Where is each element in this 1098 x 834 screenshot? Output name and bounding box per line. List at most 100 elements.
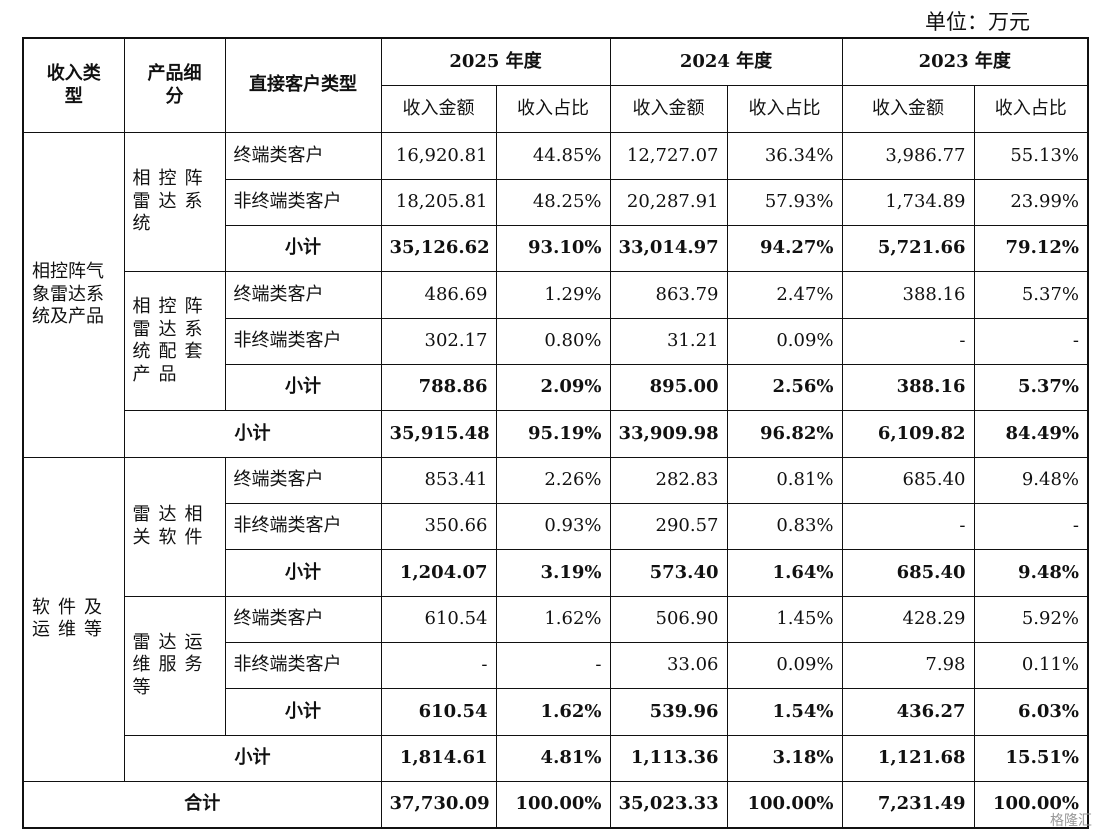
subtotal-row: 小计 1,204.07 3.19% 573.40 1.64% 685.40 9.… — [23, 549, 1089, 597]
value-cell: 1,113.36 — [609, 734, 728, 783]
value-cell: 12,727.07 — [609, 132, 728, 180]
subtotal-label: 小计 — [224, 363, 382, 412]
value-cell: 0.80% — [495, 317, 611, 365]
value-cell: 388.16 — [841, 271, 975, 319]
table-row: 软件及运维等 雷达相关软件 终端类客户 853.41 2.26% 282.83 … — [22, 456, 1089, 783]
value-cell: 95.19% — [495, 410, 611, 458]
customer-type-cell: 终端类客户 — [224, 271, 382, 319]
value-cell: 15.51% — [973, 734, 1089, 783]
customer-type-cell: 非终端类客户 — [224, 178, 382, 226]
value-cell: 33.06 — [609, 641, 728, 690]
value-cell: 2.09% — [495, 363, 611, 412]
product-segment-cell: 相控阵雷达系统 — [123, 132, 226, 273]
customer-type-cell: 非终端类客户 — [224, 317, 382, 365]
value-cell: 31.21 — [609, 317, 728, 365]
header-ratio: 收入占比 — [726, 84, 843, 134]
customer-type-cell: 终端类客户 — [224, 595, 382, 644]
table-row: 非终端类客户 18,205.81 48.25% 20,287.91 57.93%… — [23, 178, 1089, 226]
value-cell: 57.93% — [726, 178, 843, 226]
table-row: 相控阵雷达系统配套产品 终端类客户 486.69 1.29% 863.79 2.… — [23, 271, 1089, 412]
value-cell: - — [973, 502, 1089, 551]
table-row: 非终端类客户 350.66 0.93% 290.57 0.83% - - — [23, 502, 1089, 551]
value-cell: 685.40 — [841, 456, 975, 504]
value-cell: 3,986.77 — [841, 132, 975, 180]
header-customer-type: 直接客户类型 — [224, 37, 382, 134]
value-cell: 35,126.62 — [380, 224, 497, 273]
value-cell: 1.29% — [495, 271, 611, 319]
subtotal-label: 小计 — [224, 224, 382, 273]
value-cell: 436.27 — [841, 688, 975, 736]
value-cell: - — [495, 641, 611, 690]
header-year-2025: 2025 年度 — [380, 37, 611, 86]
revenue-type-cell: 软件及运维等 — [22, 456, 125, 783]
unit-label: 单位：万元 — [925, 10, 1030, 34]
value-cell: 79.12% — [973, 224, 1089, 273]
section-subtotal-label: 小计 — [123, 410, 382, 458]
header-ratio: 收入占比 — [973, 84, 1089, 134]
value-cell: 388.16 — [841, 363, 975, 412]
product-segment-cell: 雷达相关软件 — [123, 456, 226, 597]
value-cell: 2.56% — [726, 363, 843, 412]
value-cell: 1,204.07 — [380, 549, 497, 597]
product-segment-cell: 雷达运维服务等 — [123, 595, 226, 736]
value-cell: 3.18% — [726, 734, 843, 783]
value-cell: 0.81% — [726, 456, 843, 504]
value-cell: 2.26% — [495, 456, 611, 504]
value-cell: 610.54 — [380, 595, 497, 644]
customer-type-cell: 终端类客户 — [224, 132, 382, 180]
customer-type-cell: 非终端类客户 — [224, 502, 382, 551]
value-cell: 895.00 — [609, 363, 728, 412]
value-cell: 7,231.49 — [841, 781, 975, 829]
value-cell: - — [841, 317, 975, 365]
value-cell: 1,734.89 — [841, 178, 975, 226]
value-cell: 5,721.66 — [841, 224, 975, 273]
value-cell: 93.10% — [495, 224, 611, 273]
value-cell: 486.69 — [380, 271, 497, 319]
value-cell: 863.79 — [609, 271, 728, 319]
table-row: 雷达运维服务等 终端类客户 610.54 1.62% 506.90 1.45% … — [23, 595, 1089, 736]
value-cell: 2.47% — [726, 271, 843, 319]
value-cell: - — [380, 641, 497, 690]
value-cell: 290.57 — [609, 502, 728, 551]
header-year-2024: 2024 年度 — [609, 37, 843, 86]
value-cell: 0.09% — [726, 641, 843, 690]
value-cell: 1.54% — [726, 688, 843, 736]
value-cell: 788.86 — [380, 363, 497, 412]
value-cell: 20,287.91 — [609, 178, 728, 226]
value-cell: 5.37% — [973, 363, 1089, 412]
subtotal-label: 小计 — [224, 549, 382, 597]
section-subtotal-label: 小计 — [123, 734, 382, 783]
value-cell: 7.98 — [841, 641, 975, 690]
value-cell: 35,915.48 — [380, 410, 497, 458]
header-amount: 收入金额 — [380, 84, 497, 134]
value-cell: 84.49% — [973, 410, 1089, 458]
value-cell: 1.62% — [495, 688, 611, 736]
customer-type-cell: 终端类客户 — [224, 456, 382, 504]
value-cell: - — [841, 502, 975, 551]
total-label: 合计 — [22, 781, 382, 829]
value-cell: 4.81% — [495, 734, 611, 783]
subtotal-row: 小计 35,126.62 93.10% 33,014.97 94.27% 5,7… — [23, 224, 1089, 273]
value-cell: 282.83 — [609, 456, 728, 504]
value-cell: 5.92% — [973, 595, 1089, 644]
value-cell: 18,205.81 — [380, 178, 497, 226]
value-cell: 9.48% — [973, 456, 1089, 504]
value-cell: 6.03% — [973, 688, 1089, 736]
value-cell: 428.29 — [841, 595, 975, 644]
value-cell: 1.64% — [726, 549, 843, 597]
value-cell: 3.19% — [495, 549, 611, 597]
value-cell: 33,014.97 — [609, 224, 728, 273]
value-cell: 853.41 — [380, 456, 497, 504]
header-amount: 收入金额 — [609, 84, 728, 134]
value-cell: 573.40 — [609, 549, 728, 597]
value-cell: 36.34% — [726, 132, 843, 180]
value-cell: 1.62% — [495, 595, 611, 644]
value-cell: - — [973, 317, 1089, 365]
value-cell: 1,814.61 — [380, 734, 497, 783]
value-cell: 1,121.68 — [841, 734, 975, 783]
value-cell: 0.83% — [726, 502, 843, 551]
value-cell: 16,920.81 — [380, 132, 497, 180]
value-cell: 0.09% — [726, 317, 843, 365]
header-revenue-type: 收入类型 — [22, 37, 125, 134]
value-cell: 350.66 — [380, 502, 497, 551]
